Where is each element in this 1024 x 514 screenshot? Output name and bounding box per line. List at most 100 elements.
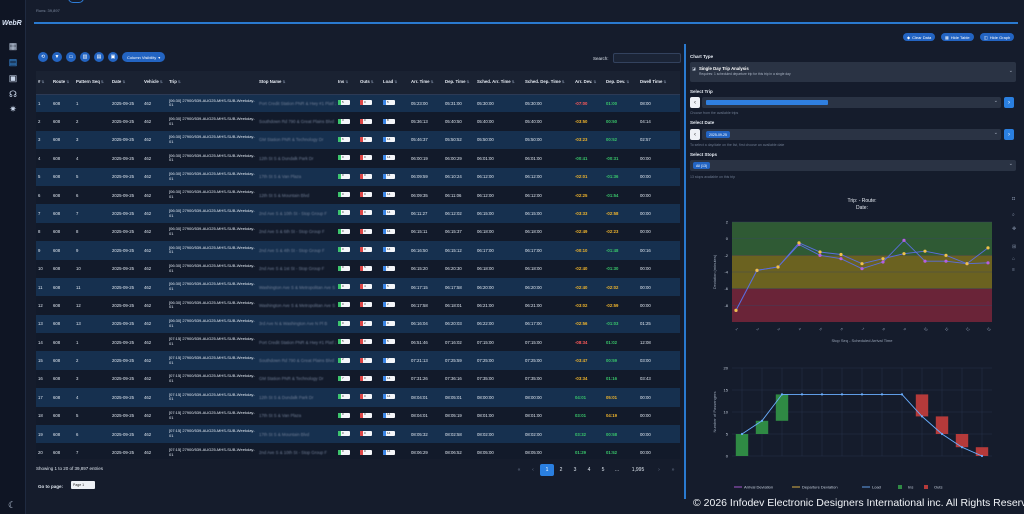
filter-icon[interactable]: ▼	[52, 52, 62, 62]
load-point[interactable]	[940, 432, 944, 436]
column-visibility-button[interactable]: Column Visibility ▾	[122, 52, 166, 62]
ins-bar[interactable]	[755, 420, 769, 434]
headset-icon[interactable]: ☊	[9, 88, 17, 99]
data-point[interactable]	[839, 257, 843, 261]
data-point[interactable]	[965, 262, 969, 266]
data-point[interactable]	[902, 252, 906, 256]
column-header[interactable]: Trip⇅	[167, 71, 257, 95]
csv-icon[interactable]: ▥	[80, 52, 90, 62]
data-point[interactable]	[881, 260, 885, 264]
data-point[interactable]	[986, 246, 990, 250]
page-button[interactable]: 3	[573, 466, 577, 473]
column-header[interactable]: Arr. Time⇅	[409, 71, 443, 95]
copy-icon[interactable]: ▭	[66, 52, 76, 62]
search-input[interactable]	[613, 53, 681, 63]
sort-icon[interactable]: ⇅	[430, 79, 434, 84]
load-point[interactable]	[880, 393, 884, 396]
load-point[interactable]	[800, 393, 804, 396]
camera-icon[interactable]: ◘	[1012, 196, 1016, 202]
reset-axes-icon[interactable]: ⌂	[1012, 256, 1016, 262]
sort-icon[interactable]: ⇅	[370, 79, 374, 84]
column-header[interactable]: Sched. Arr. Time⇅	[475, 71, 523, 95]
next-trip-button[interactable]: ›	[1004, 97, 1014, 108]
table-row[interactable]: 18 608 5 2025-09-25 462 [07:15] 27900/539-AUG…	[36, 406, 680, 426]
sort-icon[interactable]: ⇅	[100, 79, 104, 84]
sort-icon[interactable]: ⇅	[626, 79, 630, 84]
pan-icon[interactable]: ✥	[1012, 226, 1017, 232]
table-row[interactable]: 10 608 10 2025-09-25 462 [06:30] 27900/539-AU…	[36, 259, 680, 278]
prev-date-button[interactable]: ‹	[690, 129, 700, 140]
sort-icon[interactable]: ⇅	[394, 79, 398, 84]
column-header[interactable]: Ins⇅	[336, 71, 358, 95]
load-point[interactable]	[860, 393, 864, 396]
page-button[interactable]: 4	[587, 466, 591, 473]
spike-icon[interactable]: ≡	[1012, 267, 1015, 273]
data-point[interactable]	[839, 252, 843, 257]
page-button[interactable]: «	[517, 466, 521, 473]
data-point[interactable]	[986, 261, 990, 265]
sort-icon[interactable]: ⇅	[66, 79, 70, 84]
table-row[interactable]: 20 608 7 2025-09-25 462 [07:15] 27900/539-AUG…	[36, 443, 680, 459]
column-header[interactable]: Dwell Time⇅	[638, 71, 680, 95]
load-point[interactable]	[980, 454, 984, 458]
report-icon[interactable]: ▣	[8, 72, 18, 83]
table-row[interactable]: 6 608 6 2025-09-25 462 [06:30] 27900/539-AUG2…	[36, 185, 680, 205]
data-point[interactable]	[923, 259, 927, 263]
table-row[interactable]: 1 608 1 2025-09-25 462 [06:30] 27900/539-AUG2…	[36, 94, 680, 113]
page-button[interactable]: 2	[559, 466, 563, 473]
page-button[interactable]: …	[614, 466, 620, 473]
page-button[interactable]: 5	[601, 466, 605, 473]
column-header[interactable]: Arr. Dev.⇅	[573, 71, 604, 95]
legend-label[interactable]: Load	[872, 485, 881, 490]
data-point[interactable]	[860, 262, 864, 266]
column-header[interactable]: Sched. Dep. Time⇅	[523, 71, 573, 95]
table-row[interactable]: 11 608 11 2025-09-25 462 [06:30] 27900/539-AU…	[36, 277, 680, 297]
load-point[interactable]	[740, 432, 744, 436]
goto-page-select[interactable]: Page 1	[71, 481, 95, 489]
page-button[interactable]: 1,995	[631, 466, 645, 473]
table-row[interactable]: 8 608 8 2025-09-25 462 [06:30] 27900/539-AUG2…	[36, 222, 680, 242]
chart-type-select[interactable]: ◪ Single Day Trip Analysis Requires: 1 s…	[690, 62, 1016, 82]
grid-icon[interactable]: ▦	[8, 40, 18, 51]
table-row[interactable]: 2 608 2 2025-09-25 462 [06:30] 27900/539-AUG2…	[36, 112, 680, 131]
outs-bar[interactable]	[955, 434, 969, 448]
column-header[interactable]: Dep. Dev.⇅	[604, 71, 638, 95]
column-header[interactable]: #⇅	[36, 71, 51, 95]
panel-divider[interactable]	[684, 44, 686, 499]
refresh-icon[interactable]: ⟲	[38, 52, 48, 62]
table-row[interactable]: 13 608 13 2025-09-25 462 [06:30] 27900/539-AU…	[36, 314, 680, 334]
hide-table-button[interactable]: ▦ Hide Table	[941, 33, 974, 41]
load-point[interactable]	[840, 393, 844, 396]
outs-bar[interactable]	[915, 394, 929, 417]
data-point[interactable]	[881, 257, 885, 261]
data-point[interactable]	[944, 253, 948, 257]
sort-icon[interactable]: ⇅	[41, 79, 45, 84]
table-row[interactable]: 7 608 7 2025-09-25 462 [06:30] 27900/539-AUG2…	[36, 204, 680, 223]
legend-label[interactable]: Outs	[934, 485, 942, 490]
column-header[interactable]: Route⇅	[51, 71, 74, 95]
sort-icon[interactable]: ⇅	[593, 79, 597, 84]
table-row[interactable]: 5 608 5 2025-09-25 462 [06:30] 27900/539-AUG2…	[36, 167, 680, 186]
load-point[interactable]	[820, 393, 824, 396]
autoscale-icon[interactable]: ⊞	[1012, 244, 1017, 250]
ins-bar[interactable]	[775, 394, 789, 421]
column-header[interactable]: Stop Name⇅	[257, 71, 336, 95]
sort-icon[interactable]: ⇅	[466, 79, 470, 84]
column-header[interactable]: Date⇅	[110, 71, 142, 95]
column-header[interactable]: Dep. Time⇅	[443, 71, 475, 95]
outs-bar[interactable]	[935, 416, 949, 434]
theme-toggle-icon[interactable]: ☾	[8, 500, 17, 510]
legend-label[interactable]: Departure Deviation	[802, 485, 838, 490]
sort-icon[interactable]: ⇅	[282, 79, 286, 84]
page-button[interactable]: 1	[540, 463, 554, 476]
data-point[interactable]	[923, 249, 927, 253]
clipboard-icon[interactable]: ▤	[8, 56, 18, 67]
page-button[interactable]: »	[671, 466, 675, 473]
sort-icon[interactable]: ⇅	[177, 79, 181, 84]
column-header[interactable]: Pattern Seq⇅	[74, 71, 110, 95]
print-icon[interactable]: ▣	[108, 52, 118, 62]
select-date-dropdown[interactable]: 2025-09-25 ⌄	[702, 129, 1001, 140]
column-header[interactable]: Load⇅	[381, 71, 409, 95]
data-point[interactable]	[755, 268, 759, 272]
load-point[interactable]	[780, 393, 784, 396]
